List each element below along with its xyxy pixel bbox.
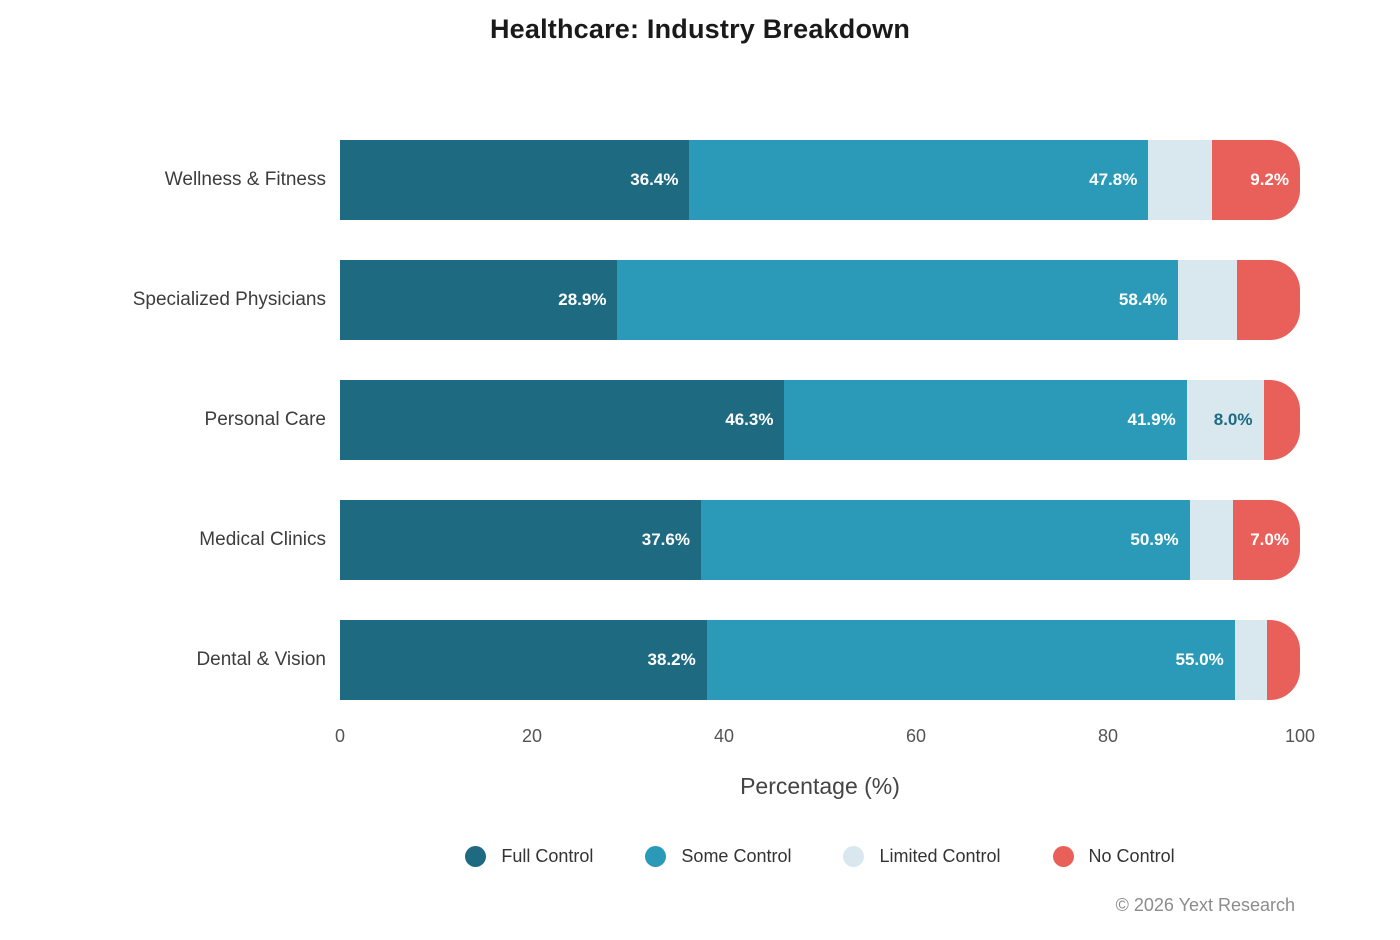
legend-swatch-icon [843,846,865,867]
legend-swatch-icon [465,846,487,867]
segment-value-label: 7.0% [1250,530,1289,549]
segment-value-label: 46.3% [725,410,774,429]
bar-track: 38.2% 55.0% [340,620,1300,700]
bar-segment: 28.9% [340,260,618,340]
bar-row: Specialized Physicians 28.9% 58.4% [0,260,1400,340]
segment-value-label: 36.4% [630,170,679,189]
segment-value-label: 38.2% [647,650,696,669]
category-label: Wellness & Fitness [164,169,326,190]
category-label: Dental & Vision [196,649,326,670]
x-tick-label: 60 [905,726,927,746]
bar-segment: 55.0% [706,620,1235,700]
category-label: Specialized Physicians [132,289,326,310]
bar-segment [1236,260,1300,340]
legend-label: Full Control [501,846,594,866]
bar-segment [1178,260,1237,340]
x-tick-label: 40 [713,726,735,746]
bar-segment: 50.9% [700,500,1190,580]
category-label: Medical Clinics [199,529,326,550]
bar-segment: 47.8% [689,140,1149,220]
segment-value-label: 8.0% [1213,410,1253,429]
segment-value-label: 50.9% [1130,530,1179,549]
category-label: Personal Care [204,409,326,430]
legend-label: Limited Control [879,846,1001,866]
segment-value-label: 28.9% [558,290,607,309]
bar-segment: 41.9% [784,380,1187,460]
bar-segment: 37.6% [340,500,701,580]
bar-segment: 9.2% [1211,140,1300,220]
bar-segment: 46.3% [340,380,785,460]
bar-segment [1267,620,1300,700]
legend-item: No Control [1052,846,1175,867]
x-tick-label: 20 [521,726,543,746]
x-tick-label: 100 [1284,726,1316,746]
legend-label: No Control [1088,846,1175,866]
segment-value-label: 37.6% [641,530,690,549]
legend-label: Some Control [681,846,792,866]
legend-item: Limited Control [843,846,1001,867]
bar-segment [1189,500,1233,580]
bar-segment: 58.4% [617,260,1179,340]
bar-segment: 36.4% [340,140,690,220]
bar-track: 36.4% 47.8% 9.2% [340,140,1300,220]
bar-row: Wellness & Fitness 36.4% 47.8% 9.2% [0,140,1400,220]
bar-segment [1263,380,1300,460]
bar-track: 37.6% 50.9% 7.0% [340,500,1300,580]
bar-track: 28.9% 58.4% [340,260,1300,340]
segment-value-label: 58.4% [1118,290,1168,309]
x-tick-label: 0 [334,726,346,746]
legend-item: Full Control [465,846,593,867]
legend-swatch-icon [645,846,667,867]
x-axis-label: Percentage (%) [740,773,900,799]
bar-segment: 38.2% [340,620,707,700]
segment-value-label: 9.2% [1250,170,1289,189]
bar-segment: 8.0% [1186,380,1264,460]
bar-row: Medical Clinics 37.6% 50.9% 7.0% [0,500,1400,580]
bar-segment [1148,140,1212,220]
legend-item: Some Control [645,846,791,867]
segment-value-label: 55.0% [1175,650,1224,669]
bar-track: 46.3% 41.9% 8.0% [340,380,1300,460]
segment-value-label: 47.8% [1089,170,1138,189]
x-tick-label: 80 [1097,726,1119,746]
bar-row: Personal Care 46.3% 41.9% 8.0% [0,380,1400,460]
legend-swatch-icon [1052,846,1074,867]
bar-row: Dental & Vision 38.2% 55.0% [0,620,1400,700]
bar-segment: 7.0% [1232,500,1300,580]
chart-title: Healthcare: Industry Breakdown [489,14,911,44]
legend: Full Control Some Control Limited Control N… [340,846,1300,867]
bar-segment [1234,620,1268,700]
footer-credit: © 2026 Yext Research [1115,895,1295,915]
segment-value-label: 41.9% [1127,410,1176,429]
